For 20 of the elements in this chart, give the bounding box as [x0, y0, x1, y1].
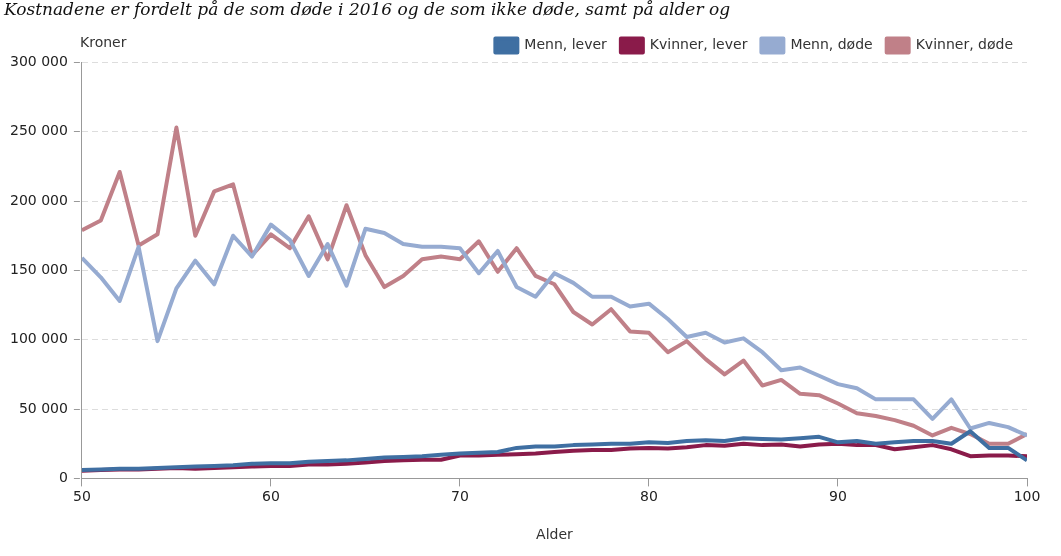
y-tick-label: 200 000: [9, 191, 68, 208]
x-tick-label: 50: [72, 488, 91, 505]
x-tick-label: 70: [451, 488, 469, 505]
x-tick-label: 60: [262, 488, 280, 505]
legend-label: Menn, lever: [524, 36, 608, 53]
y-tick-label: 50 000: [18, 399, 68, 416]
x-tick-label: 80: [640, 488, 658, 505]
x-axis-title: Alder: [536, 526, 574, 543]
y-tick-label: 0: [58, 469, 68, 486]
x-tick-label: 90: [829, 488, 847, 505]
chart-title: Kostnadene er fordelt på de som døde i 2016 og de som ikke døde, samt på alder og: [3, 0, 731, 19]
legend-label: Menn, døde: [790, 36, 873, 53]
y-tick-label: 250 000: [9, 122, 68, 139]
y-tick-label: 150 000: [9, 261, 68, 278]
y-axis-title: Kroner: [80, 34, 127, 51]
legend-label: Kvinner, døde: [915, 36, 1013, 53]
legend-label: Kvinner, lever: [649, 36, 748, 53]
x-tick-label: 100: [1013, 488, 1041, 505]
y-tick-label: 300 000: [9, 53, 68, 70]
y-tick-label: 100 000: [9, 330, 68, 347]
